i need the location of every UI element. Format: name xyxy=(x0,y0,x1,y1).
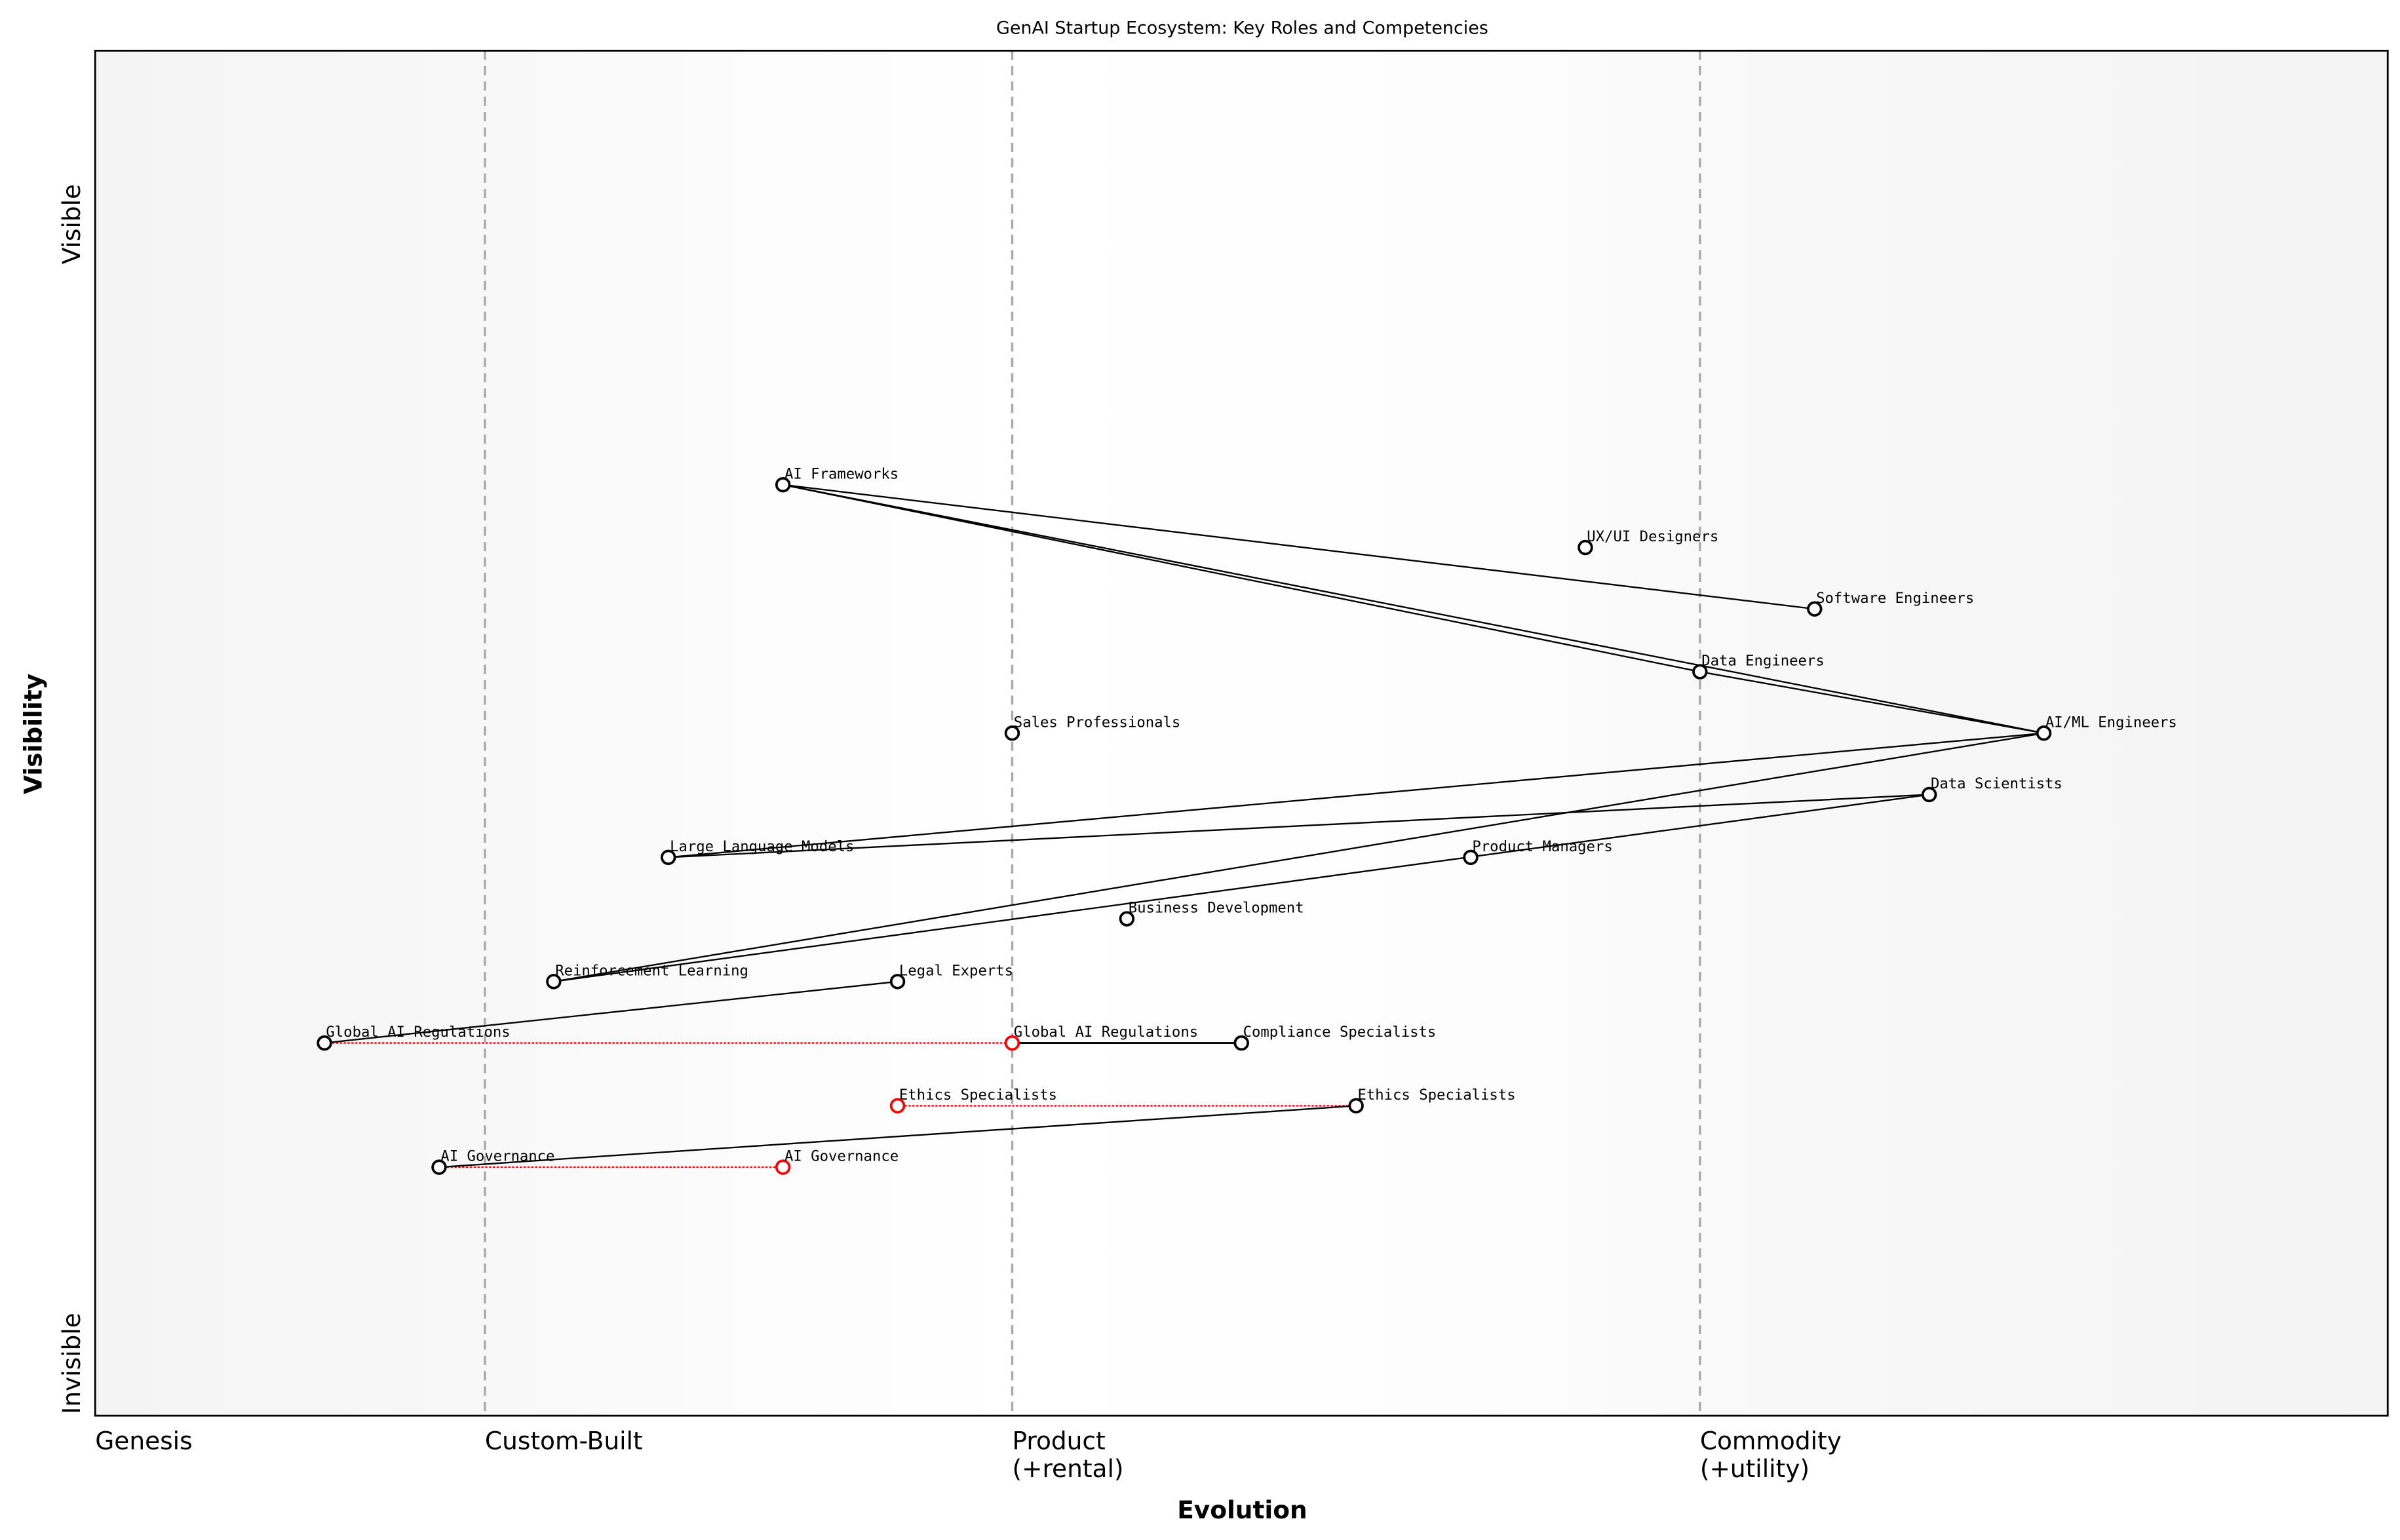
component-rl: Reinforcement Learning xyxy=(546,962,748,990)
dependency-link xyxy=(668,794,1929,858)
node-label: Reinforcement Learning xyxy=(555,962,748,979)
component-de: Data Engineers xyxy=(1692,653,1825,680)
node-label: Legal Experts xyxy=(899,962,1013,979)
component-gov: AI Governance xyxy=(431,1148,554,1175)
stage-label: Commodity (+utility) xyxy=(1700,1427,1842,1483)
dependency-link xyxy=(324,980,898,1044)
dependency-link xyxy=(553,794,1929,983)
component-swe: Software Engineers xyxy=(1807,590,1974,617)
stage-label: Genesis xyxy=(95,1427,192,1455)
component-sales: Sales Professionals xyxy=(1004,714,1181,741)
component-ds: Data Scientists xyxy=(1921,775,2062,803)
plot-background xyxy=(95,50,2388,1416)
component-legal: Legal Experts xyxy=(889,962,1013,990)
node-label: AI Governance xyxy=(440,1148,554,1165)
node-marker xyxy=(1119,911,1135,927)
node-label: AI Governance xyxy=(784,1148,899,1165)
evolved-component-gov: AI Governance xyxy=(775,1148,899,1175)
node-label: Global AI Regulations xyxy=(326,1024,510,1041)
component-gar: Global AI Regulations xyxy=(317,1024,511,1051)
node-label: AI Frameworks xyxy=(784,465,899,482)
node-label: Global AI Regulations xyxy=(1014,1024,1198,1041)
node-label: Large Language Models xyxy=(670,838,854,855)
node-marker xyxy=(431,1159,447,1175)
node-label: Sales Professionals xyxy=(1014,714,1181,731)
node-label: Business Development xyxy=(1129,900,1304,917)
component-pm: Product Managers xyxy=(1463,838,1613,866)
plot-frame xyxy=(94,49,2389,1417)
dependency-link xyxy=(438,1105,1357,1168)
component-comp: Compliance Specialists xyxy=(1233,1024,1437,1051)
dependency-link xyxy=(783,484,2044,734)
node-marker xyxy=(775,476,791,493)
node-label: UX/UI Designers xyxy=(1587,528,1718,545)
component-aif: AI Frameworks xyxy=(775,465,899,493)
stage-label: Custom-Built xyxy=(485,1427,643,1455)
node-marker xyxy=(317,1035,332,1051)
y-label-invisible: Invisible xyxy=(57,1313,86,1414)
component-eth: Ethics Specialists xyxy=(1348,1087,1516,1114)
node-marker xyxy=(1004,725,1020,741)
node-label: Ethics Specialists xyxy=(1358,1087,1516,1104)
dependency-link xyxy=(783,484,1701,673)
node-marker xyxy=(1577,539,1593,556)
node-label: Data Scientists xyxy=(1931,775,2062,792)
node-label: Data Engineers xyxy=(1701,653,1825,670)
x-axis-label: Evolution xyxy=(1177,1495,1307,1524)
node-marker xyxy=(1463,849,1479,866)
node-marker xyxy=(546,974,562,990)
stage-label: Product (+rental) xyxy=(1012,1427,1123,1483)
node-label: Software Engineers xyxy=(1816,590,1974,607)
node-marker xyxy=(1692,664,1708,680)
stage-label-line: Custom-Built xyxy=(485,1427,643,1455)
component-ux: UX/UI Designers xyxy=(1577,528,1718,556)
node-marker xyxy=(889,1098,906,1114)
chart-title: GenAI Startup Ecosystem: Key Roles and C… xyxy=(996,18,1488,39)
evolved-component-gar: Global AI Regulations xyxy=(1004,1024,1198,1051)
node-marker xyxy=(2036,725,2052,741)
node-marker xyxy=(775,1159,791,1175)
dependency-link xyxy=(783,484,1815,610)
component-aiml: AI/ML Engineers xyxy=(2036,714,2177,741)
dependency-link xyxy=(668,732,2044,858)
node-marker xyxy=(889,974,906,990)
stage-label-line: Product xyxy=(1012,1427,1105,1455)
node-label: Product Managers xyxy=(1472,838,1612,855)
stage-label-line: Genesis xyxy=(95,1427,192,1455)
stage-label-line: (+utility) xyxy=(1700,1454,1810,1483)
y-label-visible: Visible xyxy=(57,184,86,264)
component-bd: Business Development xyxy=(1119,900,1304,927)
y-axis-label: Visibility xyxy=(18,674,47,794)
node-label: Ethics Specialists xyxy=(899,1087,1057,1104)
node-marker xyxy=(1004,1035,1020,1051)
evolved-component-eth: Ethics Specialists xyxy=(889,1087,1057,1114)
stage-label-line: (+rental) xyxy=(1012,1454,1123,1483)
component-llm: Large Language Models xyxy=(661,838,854,866)
node-marker xyxy=(661,849,676,866)
dependency-link xyxy=(1699,670,2044,734)
node-label: Compliance Specialists xyxy=(1243,1024,1437,1041)
node-marker xyxy=(1807,601,1823,617)
node-marker xyxy=(1921,786,1937,803)
node-marker xyxy=(1348,1098,1364,1114)
node-marker xyxy=(1233,1035,1249,1051)
stage-label-line: Commodity xyxy=(1700,1427,1842,1455)
node-label: AI/ML Engineers xyxy=(2045,714,2177,731)
dependency-link xyxy=(553,732,2044,983)
